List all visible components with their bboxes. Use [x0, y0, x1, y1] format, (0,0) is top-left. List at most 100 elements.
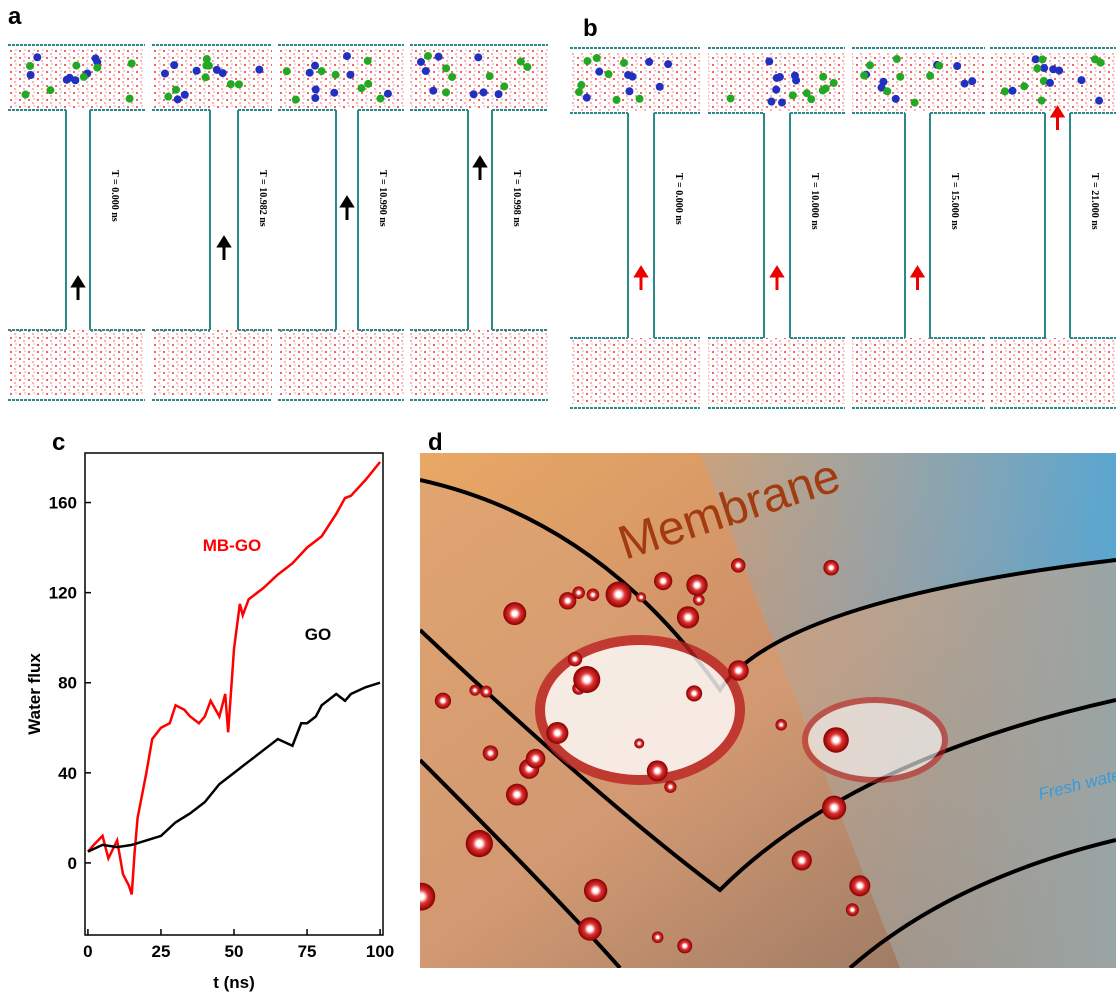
ion — [830, 79, 838, 87]
arrow — [475, 158, 485, 180]
illustration: Membrane Fresh water — [407, 449, 1116, 968]
ion — [625, 87, 633, 95]
ion — [1077, 76, 1085, 84]
ion — [174, 95, 182, 103]
ion — [172, 86, 180, 94]
water-molecule — [466, 830, 493, 857]
water-molecule — [526, 749, 546, 769]
ion — [583, 94, 591, 102]
arrow — [772, 268, 782, 290]
arrow — [636, 268, 646, 290]
ion — [1009, 87, 1017, 95]
ion — [193, 67, 201, 75]
ion — [772, 86, 780, 94]
ion — [235, 80, 243, 88]
ion — [292, 96, 300, 104]
ion — [422, 67, 430, 75]
ion — [765, 57, 773, 65]
reservoir — [708, 338, 845, 404]
time-label: T = 10.000 ns — [809, 173, 820, 230]
reservoir — [570, 338, 700, 404]
water-molecule — [823, 560, 839, 576]
ion — [442, 88, 450, 96]
ion — [429, 87, 437, 95]
x-tick-label: 25 — [151, 942, 170, 961]
water-molecule — [483, 745, 499, 761]
water-molecule — [792, 850, 812, 870]
ion — [727, 94, 735, 102]
water-molecule — [407, 883, 435, 911]
ion — [624, 71, 632, 79]
ion — [860, 72, 868, 80]
ion — [883, 87, 891, 95]
ion — [219, 69, 227, 77]
water-molecule — [506, 784, 528, 806]
ion — [664, 60, 672, 68]
time-label: T = 10.998 ns — [511, 170, 522, 227]
reservoir — [278, 330, 404, 396]
ion — [486, 72, 494, 80]
time-label: T = 21.000 ns — [1089, 173, 1100, 230]
water-molecule — [546, 722, 568, 744]
water-molecule — [728, 660, 749, 681]
ion — [517, 58, 525, 66]
water-molecule — [686, 685, 702, 701]
arrow — [1053, 108, 1063, 130]
ion — [80, 73, 88, 81]
reservoir — [708, 52, 845, 112]
snapshot: T = 0.000 ns — [8, 45, 145, 400]
ion — [1001, 87, 1009, 95]
panel-label: d — [428, 429, 443, 456]
ion — [126, 95, 134, 103]
ion — [424, 52, 432, 60]
ion — [170, 61, 178, 69]
ion — [1038, 55, 1046, 63]
ion — [474, 53, 482, 61]
ion — [1091, 55, 1099, 63]
ion — [63, 76, 71, 84]
ion — [376, 95, 384, 103]
ion — [892, 95, 900, 103]
water-molecule — [480, 686, 492, 698]
ion — [343, 52, 351, 60]
water-molecule — [846, 903, 859, 916]
snapshot: T = 0.000 ns — [570, 48, 700, 408]
ion — [203, 55, 211, 63]
ion — [227, 80, 235, 88]
ion — [645, 58, 653, 66]
ion — [911, 99, 919, 107]
ion — [384, 90, 392, 98]
ion — [896, 73, 904, 81]
panel-label: c — [52, 429, 65, 456]
ion — [968, 77, 976, 85]
water-molecule — [775, 719, 787, 731]
ion — [311, 94, 319, 102]
reservoir — [8, 330, 145, 396]
y-tick-label: 80 — [58, 674, 77, 693]
ion — [255, 66, 263, 74]
ion — [926, 72, 934, 80]
annotation: GO — [305, 625, 331, 644]
snapshot: T = 10.998 ns — [410, 45, 548, 400]
ion — [1020, 82, 1028, 90]
ion — [33, 53, 41, 61]
time-label: T = 0.000 ns — [109, 170, 120, 222]
water-molecule — [469, 685, 480, 696]
ion — [417, 58, 425, 66]
ion — [93, 64, 101, 72]
ion — [442, 64, 450, 72]
water-molecule — [686, 575, 707, 596]
ion — [26, 62, 34, 70]
water-molecule — [664, 781, 676, 793]
water-molecule — [636, 592, 646, 602]
ion — [789, 91, 797, 99]
ion — [1095, 97, 1103, 105]
ion — [636, 95, 644, 103]
ion — [161, 70, 169, 78]
water-molecule — [634, 738, 644, 748]
ion — [448, 73, 456, 81]
ion — [866, 61, 874, 69]
ion — [346, 71, 354, 79]
ion — [577, 81, 585, 89]
time-label: T = 10.990 ns — [377, 170, 388, 227]
